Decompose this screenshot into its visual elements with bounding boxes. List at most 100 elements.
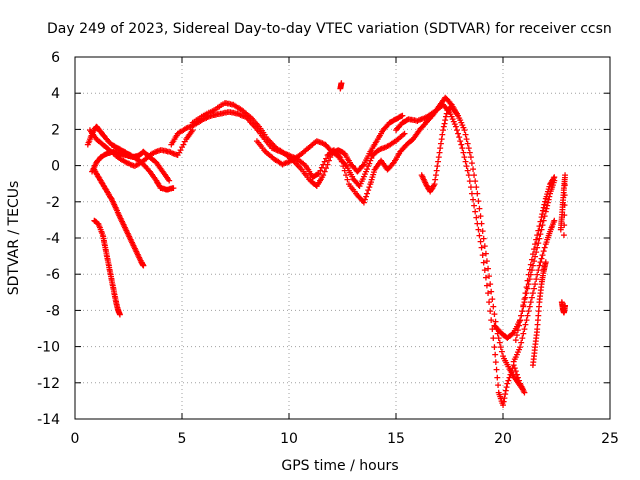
data-point: + [136,251,143,264]
data-point: + [110,283,117,296]
data-point: + [453,120,460,133]
data-point: + [159,165,166,178]
data-point: + [540,267,547,280]
series-arc-14: +++++++++++++++++++++++++++++++++++++ [530,256,550,372]
data-point: + [327,151,334,164]
data-point: + [102,140,109,153]
data-point: + [349,170,356,183]
data-point: + [522,291,529,304]
data-point: + [537,283,544,296]
data-point: + [534,326,541,339]
data-point: + [531,243,538,256]
data-point: + [413,114,420,127]
data-point: + [114,151,121,164]
data-point: + [440,123,447,136]
data-point: + [156,144,163,157]
data-point: + [106,146,113,159]
data-point: + [410,132,417,145]
data-point: + [301,145,308,158]
data-point: + [448,100,455,113]
data-point: + [421,173,428,186]
data-point: + [448,98,455,111]
data-point: + [538,210,545,223]
data-point: + [385,162,392,175]
data-point: + [539,271,546,284]
data-point: + [323,152,330,165]
data-point: + [279,146,286,159]
data-point: + [90,164,97,177]
data-point: + [560,189,567,202]
data-point: + [157,162,164,175]
data-point: + [184,121,191,134]
data-point: + [133,159,140,172]
data-point: + [195,113,202,126]
data-point: + [87,131,94,144]
data-point: + [163,170,170,183]
data-point: + [392,113,399,126]
data-point: + [107,190,114,203]
data-point: + [484,279,491,292]
data-point: + [290,154,297,167]
data-point: + [227,97,234,110]
data-point: + [419,120,426,133]
data-point: + [387,138,394,151]
data-point: + [538,252,545,265]
data-point: + [491,307,498,320]
data-point: + [107,146,114,159]
data-point: + [470,163,477,176]
data-point: + [100,178,107,191]
data-point: + [259,142,266,155]
data-point: + [256,120,263,133]
data-point: + [173,148,180,161]
data-point: + [369,170,376,183]
data-point: + [138,256,145,269]
data-point: + [396,132,403,145]
y-tick-label: -2 [46,195,60,211]
data-point: + [502,330,509,343]
data-point: + [444,103,451,116]
data-point: + [284,149,291,162]
data-point: + [166,183,173,196]
data-point: + [291,152,298,165]
y-tick-label: -4 [46,231,60,247]
data-point: + [277,145,284,158]
data-point: + [473,211,480,224]
data-point: + [411,131,418,144]
data-point: + [467,146,474,159]
data-point: + [494,323,501,336]
data-point: + [395,111,402,124]
data-point: + [462,128,469,141]
data-point: + [532,341,539,354]
data-point: + [177,125,184,138]
data-point: + [176,126,183,139]
data-point: + [224,97,231,110]
data-point: + [346,178,353,191]
data-point: + [109,279,116,292]
data-point: + [481,240,488,253]
data-point: + [444,103,451,116]
data-point: + [519,304,526,317]
data-point: + [470,193,477,206]
data-point: + [102,241,109,254]
data-point: + [139,146,146,159]
data-point: + [137,148,144,161]
data-point: + [120,218,127,231]
data-point: + [540,214,547,227]
data-point: + [176,146,183,159]
data-point: + [106,189,113,202]
data-point: + [131,150,138,163]
data-point: + [338,145,345,158]
data-point: + [475,194,482,207]
data-point: + [108,192,115,205]
data-point: + [126,230,133,243]
data-point: + [344,173,351,186]
data-point: + [114,146,121,159]
data-point: + [289,153,296,166]
data-point: + [560,196,567,209]
data-point: + [109,146,116,159]
data-point: + [533,329,540,342]
data-point: + [189,116,196,129]
data-point: + [383,140,390,153]
data-point: + [506,371,513,384]
data-point: + [157,181,164,194]
